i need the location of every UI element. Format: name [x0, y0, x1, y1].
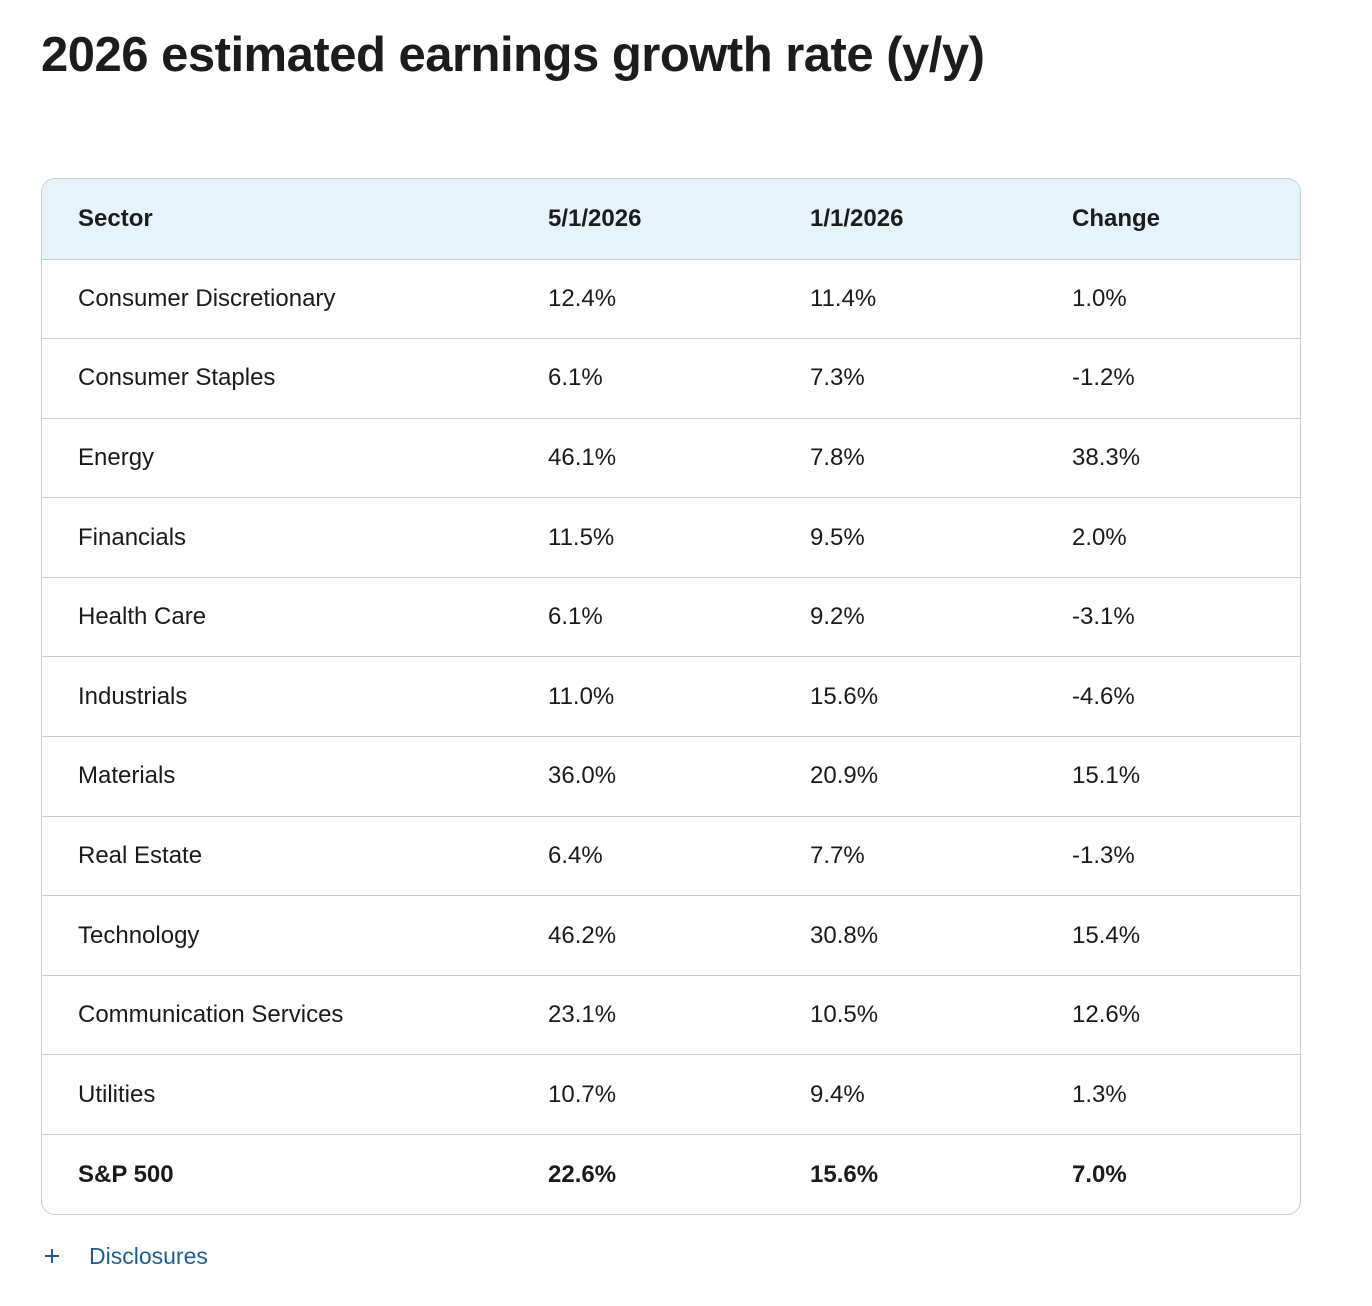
change-value-cell: 12.6%: [1072, 975, 1300, 1056]
jan-value-cell: 7.7%: [810, 816, 1072, 897]
change-value-cell: 15.1%: [1072, 736, 1300, 817]
may-value-cell: 36.0%: [548, 736, 810, 817]
may-value-cell: 46.1%: [548, 418, 810, 499]
table-row: Consumer Staples 6.1% 7.3% -1.2%: [42, 338, 1300, 419]
sector-cell: Financials: [42, 497, 548, 578]
change-value-cell: -1.3%: [1072, 816, 1300, 897]
sector-cell: Industrials: [42, 656, 548, 738]
jan-value-cell: 15.6%: [810, 656, 1072, 738]
table-row: Real Estate 6.4% 7.7% -1.3%: [42, 816, 1300, 897]
sector-cell: Real Estate: [42, 816, 548, 897]
jan-value-cell: 7.3%: [810, 338, 1072, 419]
jan-value-cell: 10.5%: [810, 975, 1072, 1056]
column-header-sector: Sector: [42, 179, 548, 260]
jan-value-cell: 30.8%: [810, 895, 1072, 976]
change-value-cell: -4.6%: [1072, 656, 1300, 738]
change-value-cell: 38.3%: [1072, 418, 1300, 499]
jan-value-cell: 7.8%: [810, 418, 1072, 499]
may-value-cell: 6.4%: [548, 816, 810, 897]
change-value-cell: -3.1%: [1072, 577, 1300, 658]
total-row: S&P 500 22.6% 15.6% 7.0%: [42, 1135, 1300, 1215]
table-row: Health Care 6.1% 9.2% -3.1%: [42, 577, 1300, 658]
sector-cell: Consumer Staples: [42, 338, 548, 419]
table-row: Materials 36.0% 20.9% 15.1%: [42, 736, 1300, 817]
change-value-cell: 15.4%: [1072, 895, 1300, 976]
sector-cell: Communication Services: [42, 975, 548, 1056]
jan-value-cell: 9.2%: [810, 577, 1072, 658]
disclosures-label[interactable]: Disclosures: [89, 1243, 208, 1269]
may-value-cell: 11.0%: [548, 656, 810, 738]
total-jan-value-cell: 15.6%: [810, 1160, 879, 1188]
table-row: Communication Services 23.1% 10.5% 12.6%: [42, 975, 1300, 1056]
table-row: Financials 11.5% 9.5% 2.0%: [42, 497, 1300, 578]
total-change-value-cell: 7.0%: [1072, 1160, 1127, 1188]
sector-cell: Utilities: [42, 1054, 548, 1136]
page-title: 2026 estimated earnings growth rate (y/y…: [41, 28, 985, 82]
jan-value-cell: 20.9%: [810, 736, 1072, 817]
may-value-cell: 10.7%: [548, 1054, 810, 1136]
plus-icon[interactable]: [44, 1248, 60, 1264]
sector-cell: Materials: [42, 736, 548, 817]
may-value-cell: 12.4%: [548, 259, 810, 340]
table-row: Industrials 11.0% 15.6% -4.6%: [42, 656, 1300, 738]
may-value-cell: 46.2%: [548, 895, 810, 976]
sector-cell: Energy: [42, 418, 548, 499]
change-value-cell: 2.0%: [1072, 497, 1300, 578]
table-row: Energy 46.1% 7.8% 38.3%: [42, 418, 1300, 499]
total-label-cell: S&P 500: [78, 1160, 174, 1188]
may-value-cell: 23.1%: [548, 975, 810, 1056]
jan-value-cell: 9.4%: [810, 1054, 1072, 1136]
may-value-cell: 6.1%: [548, 338, 810, 419]
sector-cell: Consumer Discretionary: [42, 259, 548, 340]
change-value-cell: 1.3%: [1072, 1054, 1300, 1136]
column-header-may-2026: 5/1/2026: [548, 179, 810, 260]
change-value-cell: 1.0%: [1072, 259, 1300, 340]
earnings-table-container: Sector 5/1/2026 1/1/2026 Change Consumer…: [41, 178, 1301, 1216]
earnings-growth-table: Sector 5/1/2026 1/1/2026 Change Consumer…: [42, 179, 1300, 1214]
sector-cell: Health Care: [42, 577, 548, 658]
jan-value-cell: 9.5%: [810, 497, 1072, 578]
table-row: Consumer Discretionary 12.4% 11.4% 1.0%: [42, 259, 1300, 340]
may-value-cell: 11.5%: [548, 497, 810, 578]
table-row: Technology 46.2% 30.8% 15.4%: [42, 895, 1300, 976]
table-header-row: Sector 5/1/2026 1/1/2026 Change: [42, 179, 1300, 260]
total-may-value-cell: 22.6%: [548, 1160, 617, 1188]
column-header-jan-2026: 1/1/2026: [810, 179, 1072, 260]
table-row: Utilities 10.7% 9.4% 1.3%: [42, 1054, 1300, 1136]
column-header-change: Change: [1072, 179, 1300, 260]
sector-cell: Technology: [42, 895, 548, 976]
change-value-cell: -1.2%: [1072, 338, 1300, 419]
jan-value-cell: 11.4%: [810, 259, 1072, 340]
may-value-cell: 6.1%: [548, 577, 810, 658]
disclosures-toggle[interactable]: Disclosures: [44, 1240, 208, 1272]
